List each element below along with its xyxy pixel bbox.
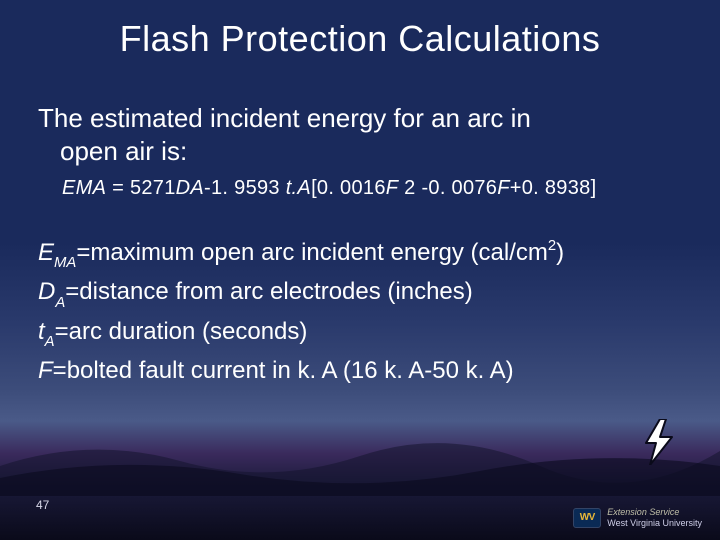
slide: Flash Protection Calculations The estima…	[0, 0, 720, 540]
def-da-txt: =distance from arc electrodes (inches)	[65, 278, 473, 305]
formula: EMA = 5271DA-1. 9593 t.A[0. 0016F 2 -0. …	[36, 177, 684, 200]
lead-line-2: open air is:	[38, 135, 684, 168]
footer-logo-text: Extension Service West Virginia Universi…	[607, 507, 702, 528]
def-da-sub: A	[55, 295, 65, 311]
formula-c3: -0. 0076	[421, 177, 497, 199]
def-f-sym: F	[38, 357, 53, 384]
formula-DA: DA	[176, 177, 204, 199]
def-ema-sub: MA	[54, 255, 76, 271]
formula-tA: t.A	[286, 177, 311, 199]
lead-text: The estimated incident energy for an arc…	[36, 102, 684, 167]
hills-decoration	[0, 416, 720, 496]
slide-title: Flash Protection Calculations	[36, 18, 684, 60]
page-number: 47	[36, 498, 49, 512]
def-ema-end: )	[556, 239, 564, 266]
formula-eq: =	[106, 177, 130, 199]
formula-sq: 2	[398, 177, 421, 199]
formula-lhs: EMA	[62, 177, 106, 199]
formula-exp1: -1. 9593	[204, 177, 286, 199]
footer-logo-line1: Extension Service	[607, 507, 702, 517]
wv-badge-text: WV	[580, 512, 595, 523]
def-ta-txt: =arc duration (seconds)	[55, 318, 308, 345]
formula-F2: F	[497, 177, 510, 199]
def-ta: tA=arc duration (seconds)	[38, 315, 684, 352]
def-ta-sym: t	[38, 318, 45, 345]
def-ema: EMA=maximum open arc incident energy (ca…	[38, 236, 684, 273]
def-f-txt: =bolted fault current in k. A (16 k. A-5…	[53, 357, 514, 384]
formula-c2: 0. 0016	[317, 177, 386, 199]
def-f: F=bolted fault current in k. A (16 k. A-…	[38, 354, 684, 389]
formula-c4: +0. 8938	[510, 177, 591, 199]
def-ta-sub: A	[45, 334, 55, 350]
footer-logo: WV Extension Service West Virginia Unive…	[573, 507, 702, 528]
lead-line-1: The estimated incident energy for an arc…	[38, 103, 531, 133]
def-ema-sup: 2	[548, 238, 556, 254]
def-ema-txt: =maximum open arc incident energy (cal/c…	[76, 239, 548, 266]
formula-rbr: ]	[591, 177, 597, 199]
wv-badge-icon: WV	[573, 508, 601, 528]
def-da-sym: D	[38, 278, 55, 305]
footer-logo-line2: West Virginia University	[607, 518, 702, 528]
def-ema-sym: E	[38, 239, 54, 266]
def-da: DA=distance from arc electrodes (inches)	[38, 275, 684, 312]
formula-c1: 5271	[130, 177, 176, 199]
definitions: EMA=maximum open arc incident energy (ca…	[36, 236, 684, 389]
formula-F: F	[386, 177, 399, 199]
lightning-icon	[642, 419, 676, 470]
